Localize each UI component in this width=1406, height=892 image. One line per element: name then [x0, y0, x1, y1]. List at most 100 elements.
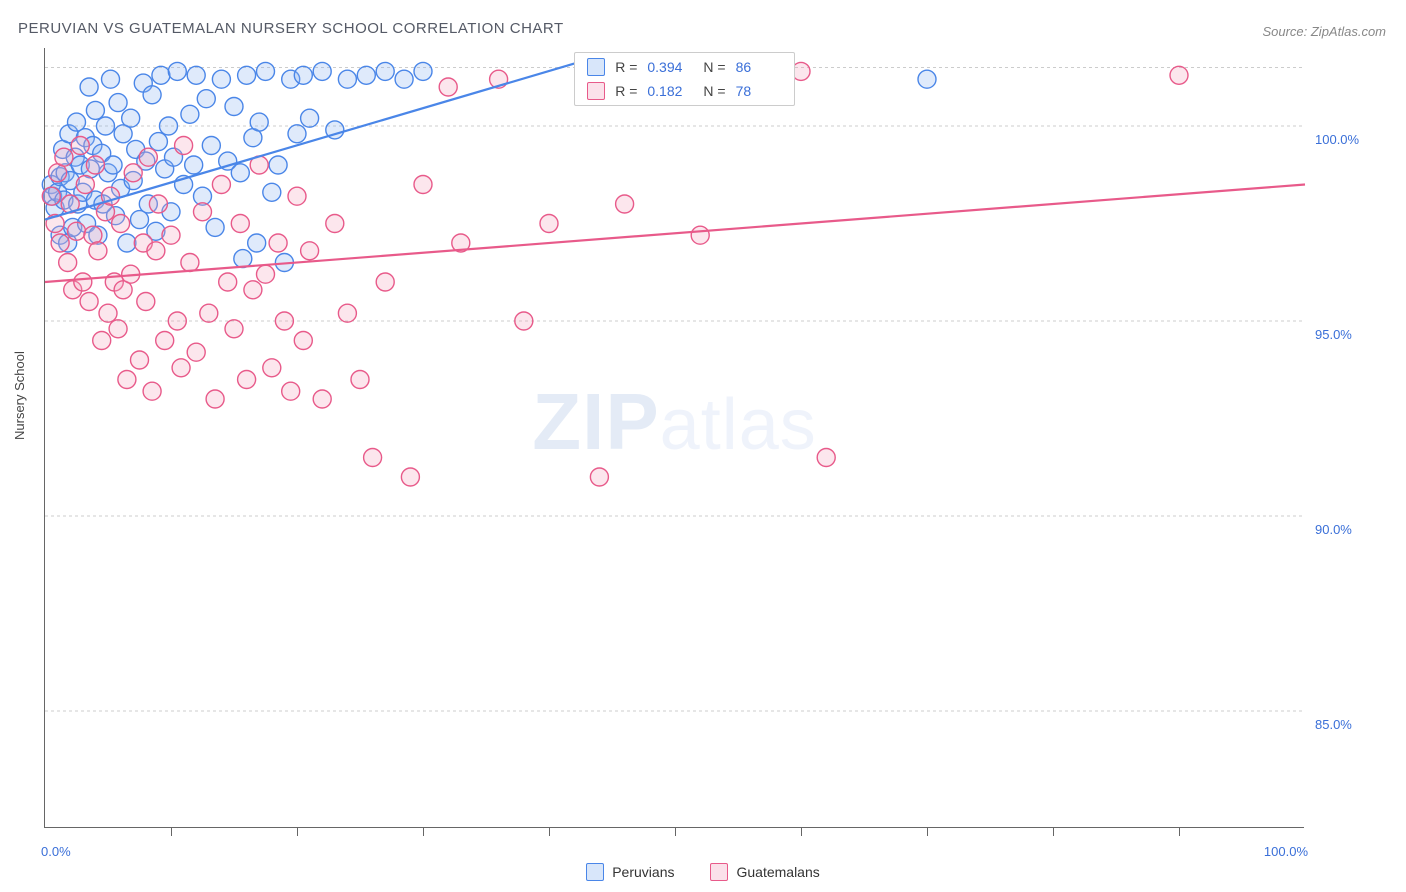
legend-label: Guatemalans: [736, 864, 819, 880]
data-point: [414, 62, 432, 80]
data-point: [515, 312, 533, 330]
data-point: [338, 304, 356, 322]
data-point: [139, 148, 157, 166]
data-point: [122, 109, 140, 127]
data-point: [200, 304, 218, 322]
data-point: [301, 109, 319, 127]
data-point: [143, 86, 161, 104]
stat-r-value: 0.182: [647, 83, 693, 99]
data-point: [109, 320, 127, 338]
data-point: [313, 390, 331, 408]
data-point: [238, 66, 256, 84]
y-tick-label: 100.0%: [1315, 132, 1359, 147]
bottom-legend-item: Guatemalans: [710, 863, 819, 881]
data-point: [225, 98, 243, 116]
data-point: [1170, 66, 1188, 84]
data-point: [181, 254, 199, 272]
data-point: [234, 250, 252, 268]
data-point: [540, 215, 558, 233]
x-tick: [297, 828, 298, 836]
legend-stats-row: R = 0.394 N = 86: [575, 55, 793, 79]
data-point: [59, 254, 77, 272]
data-point: [71, 137, 89, 155]
data-point: [288, 187, 306, 205]
stat-n-value: 86: [736, 59, 782, 75]
data-point: [68, 222, 86, 240]
stat-n-label: N =: [703, 83, 725, 99]
data-point: [269, 234, 287, 252]
data-point: [269, 156, 287, 174]
x-tick: [423, 828, 424, 836]
data-point: [185, 156, 203, 174]
y-axis-title: Nursery School: [12, 351, 27, 440]
data-point: [197, 90, 215, 108]
x-tick-label: 0.0%: [41, 844, 71, 859]
data-point: [376, 273, 394, 291]
data-point: [590, 468, 608, 486]
data-point: [172, 359, 190, 377]
data-point: [51, 234, 69, 252]
stat-r-label: R =: [615, 83, 637, 99]
data-point: [80, 78, 98, 96]
data-point: [616, 195, 634, 213]
scatter-plot: ZIPatlas R =0.394N =86R =0.182N =78 85.0…: [44, 48, 1304, 828]
data-point: [187, 66, 205, 84]
data-point: [263, 359, 281, 377]
bottom-legend: Peruvians Guatemalans: [0, 863, 1406, 884]
x-tick: [549, 828, 550, 836]
data-point: [282, 382, 300, 400]
data-point: [238, 371, 256, 389]
data-point: [357, 66, 375, 84]
legend-swatch: [586, 863, 604, 881]
data-point: [86, 101, 104, 119]
legend-swatch: [587, 82, 605, 100]
data-point: [96, 117, 114, 135]
legend-swatch: [710, 863, 728, 881]
data-point: [159, 117, 177, 135]
data-point: [74, 273, 92, 291]
data-point: [326, 215, 344, 233]
data-point: [395, 70, 413, 88]
stat-r-label: R =: [615, 59, 637, 75]
data-point: [86, 156, 104, 174]
x-tick-label: 100.0%: [1264, 844, 1308, 859]
data-point: [131, 351, 149, 369]
stat-n-label: N =: [703, 59, 725, 75]
data-point: [351, 371, 369, 389]
source-label: Source: ZipAtlas.com: [1262, 24, 1386, 39]
legend-stats-row: R = 0.182 N = 78: [575, 79, 793, 103]
data-point: [202, 137, 220, 155]
data-point: [250, 113, 268, 131]
data-point: [225, 320, 243, 338]
y-tick-label: 90.0%: [1315, 522, 1352, 537]
data-point: [301, 242, 319, 260]
plot-svg: [45, 48, 1304, 827]
data-point: [93, 332, 111, 350]
data-point: [55, 148, 73, 166]
data-point: [149, 133, 167, 151]
data-point: [364, 449, 382, 467]
data-point: [263, 183, 281, 201]
chart-title: PERUVIAN VS GUATEMALAN NURSERY SCHOOL CO…: [18, 20, 564, 37]
data-point: [294, 332, 312, 350]
data-point: [231, 215, 249, 233]
data-point: [257, 62, 275, 80]
stat-r-value: 0.394: [647, 59, 693, 75]
data-point: [181, 105, 199, 123]
data-point: [124, 164, 142, 182]
legend-label: Peruvians: [612, 864, 674, 880]
data-point: [206, 390, 224, 408]
data-point: [152, 66, 170, 84]
data-point: [80, 293, 98, 311]
x-tick: [171, 828, 172, 836]
data-point: [162, 226, 180, 244]
trend-line: [45, 185, 1305, 283]
data-point: [212, 176, 230, 194]
data-point: [439, 78, 457, 96]
data-point: [143, 382, 161, 400]
y-tick-label: 85.0%: [1315, 717, 1352, 732]
x-tick: [801, 828, 802, 836]
data-point: [112, 215, 130, 233]
data-point: [175, 137, 193, 155]
stat-n-value: 78: [736, 83, 782, 99]
